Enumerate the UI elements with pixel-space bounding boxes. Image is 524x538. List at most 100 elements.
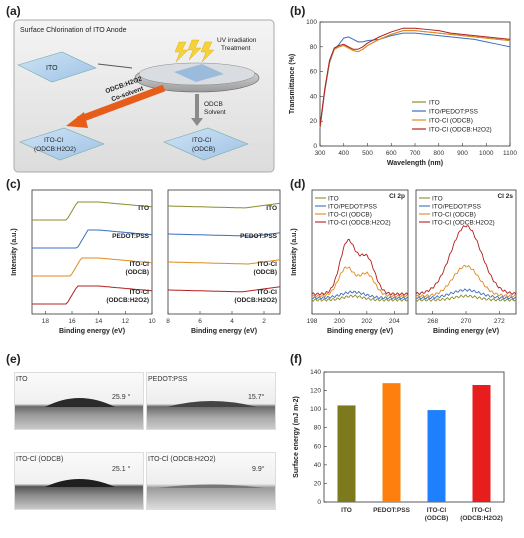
x-tick-label: ITO [341, 507, 352, 514]
scheme-title: Surface Chlorination of ITO Anode [20, 27, 127, 34]
bar [382, 383, 401, 502]
contact-angle-itocl-h2o2 [146, 452, 276, 510]
x-tick-label: 700 [410, 150, 421, 157]
y-tick-label: 40 [310, 93, 318, 100]
curve-label: (ODCB:H2O2) [106, 297, 149, 304]
panel-label-e: (e) [6, 352, 21, 366]
curve-label: ITO [266, 205, 277, 212]
x-tick-label: 200 [334, 318, 345, 325]
curve-label: ITO-Cl [258, 289, 278, 296]
legend-entry: ITO-Cl (ODCB:H2O2) [328, 220, 391, 227]
contact-itocl-odcb-name: ITO-Cl (ODCB) [16, 456, 64, 463]
contact-angle-itocl-odcb [14, 452, 144, 510]
y-axis-label: Transmittance (%) [289, 54, 296, 114]
series-line [311, 238, 409, 296]
x-tick-label: 10 [148, 318, 156, 325]
series-line [32, 201, 153, 221]
x-tick-label: ITO-Cl [472, 507, 492, 514]
x-axis-label: Binding energy (eV) [191, 328, 257, 335]
x-tick-label: 204 [389, 318, 400, 325]
odcb-label: ODCB [204, 101, 223, 108]
legend-entry: ITO/PEDOT:PSS [432, 204, 482, 211]
series-line [32, 257, 153, 277]
y-tick-label: 120 [310, 388, 321, 395]
x-tick-label: 300 [315, 150, 326, 157]
curve-label: ITO-Cl [130, 289, 150, 296]
panel-label-f: (f) [290, 352, 302, 366]
curve-label: (ODCB) [126, 269, 149, 276]
contact-angle-pedot [146, 372, 276, 430]
x-axis-label: Binding energy (eV) [433, 328, 499, 335]
legend-entry: ITO-Cl (ODCB:H2O2) [429, 127, 492, 134]
y-tick-label: 0 [317, 499, 321, 506]
y-tick-label: 80 [310, 44, 318, 51]
uv-label: UV irradiation [217, 37, 257, 44]
itocl-odcb-label-2: (ODCB) [192, 146, 215, 153]
x-axis-label: Wavelength (nm) [387, 160, 443, 167]
legend-entry: ITO-Cl (ODCB) [328, 212, 372, 219]
legend-entry: ITO/PEDOT:PSS [328, 204, 378, 211]
contact-pedot-name: PEDOT:PSS [148, 376, 188, 383]
series-line [415, 264, 517, 298]
x-tick-label: 800 [433, 150, 444, 157]
legend-entry: ITO [429, 100, 440, 107]
x-tick-label: ITO-Cl [427, 507, 447, 514]
x-tick-label: 14 [95, 318, 103, 325]
x-axis-label: Binding energy (eV) [327, 328, 393, 335]
series-line [319, 30, 511, 128]
x-tick-label: 8 [166, 318, 170, 325]
plot-frame [311, 189, 409, 315]
y-tick-label: 80 [314, 425, 322, 432]
y-axis-label: Intensity (a.u.) [11, 228, 18, 275]
y-tick-label: 100 [306, 19, 317, 26]
x-tick-label: 202 [361, 318, 372, 325]
ito-slab [17, 51, 97, 83]
itocl-odcb-label: ITO-Cl [192, 137, 212, 144]
x-tick-label: 16 [68, 318, 76, 325]
contact-pedot-angle: 15.7° [248, 394, 265, 401]
bar [337, 405, 356, 502]
curve-label: PEDOT:PSS [240, 233, 278, 240]
y-tick-label: 100 [310, 406, 321, 413]
x-tick-label: 600 [386, 150, 397, 157]
bar [427, 410, 446, 502]
series-line [415, 288, 517, 300]
uv-label-2: Treatment [221, 45, 251, 52]
x-tick-label: (ODCB:H2O2) [460, 515, 503, 522]
panel-label-c: (c) [6, 177, 21, 191]
ups-chart: 18 16 14 12 10 Binding energy (eV) ITO PEDOT:PS… [11, 189, 281, 335]
contact-itocl-odcb-angle: 25.1 ° [112, 466, 131, 473]
series-line [319, 27, 511, 127]
solvent-label: Solvent [204, 109, 226, 116]
x-tick-label: 268 [427, 318, 438, 325]
orange-arrow-icon [66, 112, 88, 128]
curve-label: ITO-Cl [258, 261, 278, 268]
curve-label: (ODCB) [254, 269, 277, 276]
transmittance-chart: 300 400 500 600 700 800 900 1000 1100 0 20 40 60 80 10… [289, 19, 517, 167]
y-tick-label: 60 [310, 69, 318, 76]
x-tick-label: 6 [198, 318, 202, 325]
x-tick-label: 270 [461, 318, 472, 325]
y-tick-label: 0 [313, 143, 317, 150]
series-line [311, 294, 409, 302]
x-axis-label: Binding energy (eV) [59, 328, 125, 335]
x-tick-label: 400 [338, 150, 349, 157]
series-line [311, 266, 409, 298]
x-tick-label: 272 [494, 318, 505, 325]
x-tick-label: 1000 [479, 150, 494, 157]
scheme-diagram: Surface Chlorination of ITO Anode ITO UV… [13, 19, 275, 173]
series-line [32, 285, 153, 305]
x-tick-label: 18 [42, 318, 50, 325]
surface-energy-chart: 0 20 40 60 80 100 120 140 Surface energy (mJ m-2… [293, 369, 505, 522]
y-tick-label: 140 [310, 369, 321, 376]
x-tick-label: 2 [262, 318, 266, 325]
legend-entry: ITO [432, 196, 443, 203]
x-tick-label: 198 [307, 318, 318, 325]
y-tick-label: 40 [314, 462, 322, 469]
contact-ito-name: ITO [16, 376, 28, 383]
y-tick-label: 20 [310, 118, 318, 125]
series-line [415, 294, 517, 302]
x-tick-label: 500 [362, 150, 373, 157]
contact-itocl-h2o2-angle: 9.9° [252, 466, 265, 473]
